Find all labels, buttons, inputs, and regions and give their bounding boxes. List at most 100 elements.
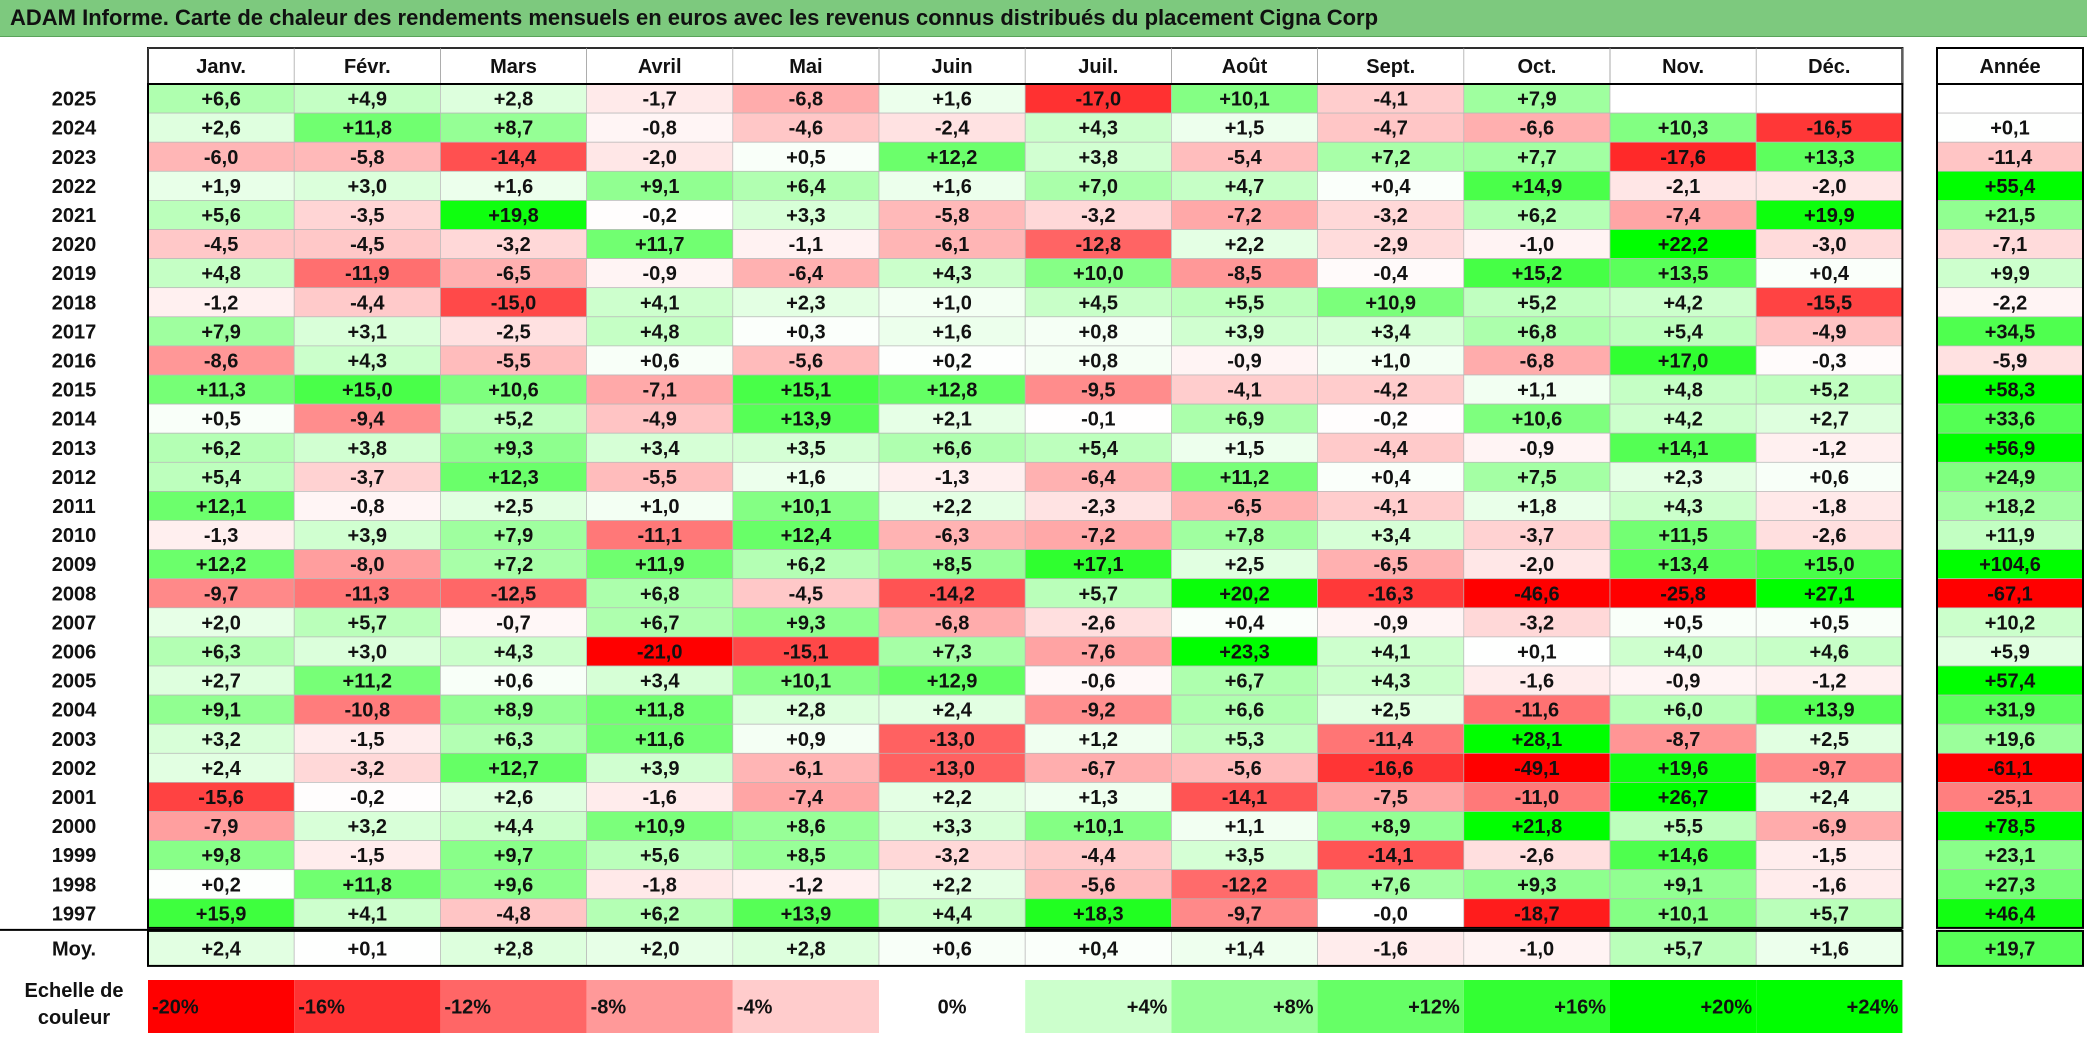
cell-value: -2,3	[1081, 496, 1115, 518]
cell-value: -5,5	[642, 467, 676, 489]
cell-value: +2,7	[201, 671, 240, 693]
cell-value: -0,9	[1520, 438, 1554, 460]
heatmap-cell	[1317, 549, 1465, 580]
year-label: 2013	[52, 438, 97, 460]
heatmap-cell	[1755, 287, 1903, 318]
heatmap-cell	[440, 636, 587, 667]
heatmap-cell	[440, 840, 587, 871]
cell-value: -13,0	[929, 758, 975, 780]
color-scale-swatch	[148, 980, 295, 1033]
heatmap-cell	[732, 229, 880, 259]
annual-value: +34,5	[1985, 321, 2036, 343]
cell-value: +14,9	[1512, 176, 1563, 198]
cell-value: -1,2	[789, 874, 823, 896]
heatmap-cell	[440, 491, 587, 521]
heatmap-cell	[293, 170, 441, 201]
heatmap-cell	[147, 549, 295, 580]
cell-value: +2,1	[932, 409, 971, 431]
cell-value: +12,2	[196, 554, 247, 576]
cell-value: +4,1	[348, 903, 387, 925]
heatmap-cell	[1171, 607, 1318, 638]
heatmap-cell	[1755, 549, 1903, 580]
year-label: 2010	[52, 525, 97, 547]
cell-value: +14,6	[1658, 845, 1709, 867]
heatmap-cell	[1024, 694, 1172, 725]
average-value: +2,0	[640, 938, 679, 960]
grid-border	[147, 83, 1904, 929]
cell-value: -18,7	[1514, 903, 1560, 925]
color-scale-swatch	[586, 980, 733, 1033]
cell-value: +3,9	[1225, 321, 1264, 343]
month-header-label: Avril	[638, 56, 682, 78]
cell-value: +3,2	[201, 729, 240, 751]
year-label: 2004	[52, 700, 97, 722]
heatmap-cell	[1024, 869, 1172, 900]
cell-value: +4,3	[494, 641, 533, 663]
cell-value: -4,8	[496, 903, 530, 925]
cell-value: -1,3	[935, 467, 969, 489]
cell-value: -4,1	[1373, 496, 1407, 518]
cell-value: -7,4	[789, 787, 824, 809]
cell-value: +0,2	[932, 350, 971, 372]
cell-value: -1,0	[1520, 234, 1554, 256]
heatmap-cell	[1755, 112, 1903, 143]
cell-value: -0,7	[496, 612, 530, 634]
heatmap-cell	[732, 636, 880, 667]
heatmap-cell	[1317, 491, 1465, 521]
heatmap-cell	[878, 636, 1026, 667]
color-scale-swatch	[1756, 980, 1903, 1033]
heatmap-cell	[732, 752, 880, 783]
heatmap-cell	[732, 782, 880, 812]
cell-value: +10,6	[488, 380, 539, 402]
cell-value: +9,1	[201, 700, 240, 722]
cell-value: +4,3	[1663, 496, 1702, 518]
cell-value: +2,5	[1810, 729, 1849, 751]
heatmap-cell	[1755, 374, 1903, 405]
average-cell	[732, 930, 880, 967]
cell-value: +2,2	[932, 874, 971, 896]
cell-value: -3,2	[1081, 205, 1115, 227]
annual-value: +27,3	[1985, 874, 2036, 896]
average-value: -1,6	[1373, 938, 1407, 960]
cell-value: +9,3	[1517, 874, 1556, 896]
cell-value: +6,8	[640, 583, 679, 605]
year-label: 1997	[52, 903, 97, 925]
average-cell	[440, 930, 587, 967]
cell-value: +7,0	[1079, 176, 1118, 198]
cell-value: +4,3	[1371, 671, 1410, 693]
heatmap-cell	[878, 723, 1026, 754]
cell-value: +2,5	[1225, 554, 1264, 576]
month-header-label: Août	[1222, 56, 1268, 78]
heatmap-cell	[878, 461, 1026, 492]
heatmap-cell	[1024, 752, 1172, 783]
month-header-label: Mars	[490, 56, 537, 78]
heatmap-cell	[878, 316, 1026, 347]
cell-value: -6,1	[935, 234, 969, 256]
average-cell	[1463, 930, 1611, 967]
heatmap-cell	[293, 461, 441, 492]
cell-value: +1,0	[932, 292, 971, 314]
cell-value: +4,4	[932, 903, 972, 925]
cell-value: +3,1	[348, 321, 387, 343]
cell-value: -7,6	[1081, 641, 1115, 663]
cell-value: -7,1	[642, 380, 676, 402]
cell-value: +9,3	[494, 438, 533, 460]
year-label: 2016	[52, 350, 97, 372]
cell-value: -9,5	[1081, 380, 1115, 402]
cell-value: +12,8	[927, 380, 978, 402]
cell-value: +13,9	[781, 409, 832, 431]
year-label: 2005	[52, 671, 97, 693]
cell-value: +7,8	[1225, 525, 1264, 547]
heatmap-cell	[732, 432, 880, 463]
cell-value: +2,3	[1663, 467, 1702, 489]
cell-value: -1,2	[1812, 671, 1846, 693]
cell-value: -4,5	[350, 234, 384, 256]
heatmap-cell	[147, 636, 295, 667]
heatmap-cell	[1024, 636, 1172, 667]
cell-value: -6,9	[1812, 816, 1846, 838]
month-header-label: Janv.	[196, 56, 246, 78]
cell-value: +5,7	[1810, 903, 1849, 925]
cell-value: -1,8	[1812, 496, 1846, 518]
cell-value: +11,8	[635, 700, 685, 722]
cell-value: -13,0	[929, 729, 975, 751]
